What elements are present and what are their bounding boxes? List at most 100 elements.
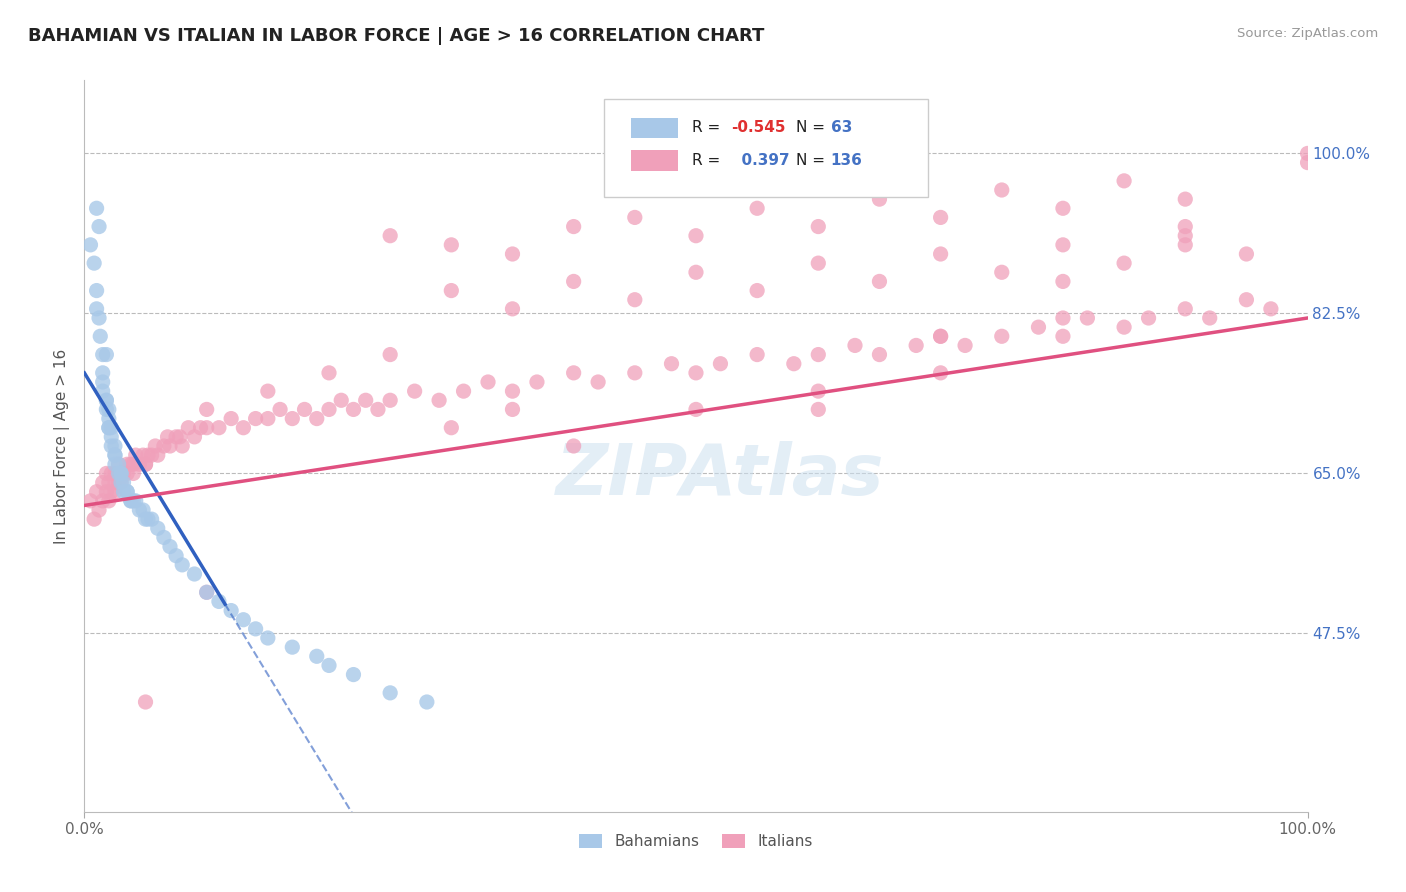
Point <box>1174 192 1197 206</box>
Point <box>367 402 389 417</box>
Point <box>195 585 218 599</box>
Point <box>1137 311 1160 326</box>
Point <box>135 512 157 526</box>
Point <box>1052 329 1074 343</box>
Point <box>624 211 647 225</box>
Point <box>342 402 364 417</box>
Point <box>136 448 159 462</box>
Point <box>257 384 280 399</box>
Text: R =: R = <box>692 120 725 136</box>
Point <box>153 530 176 544</box>
Point <box>869 275 891 289</box>
Point <box>120 494 142 508</box>
Point <box>135 457 157 471</box>
Point <box>1174 237 1197 252</box>
Text: 136: 136 <box>831 153 862 169</box>
Point <box>869 192 891 206</box>
Point <box>96 484 118 499</box>
Point <box>1028 320 1050 334</box>
Text: R =: R = <box>692 153 725 169</box>
Point <box>1296 155 1319 169</box>
Point <box>208 421 231 435</box>
Point <box>245 411 267 425</box>
Point <box>100 421 122 435</box>
Point <box>342 667 364 681</box>
Point <box>1114 174 1136 188</box>
Point <box>122 494 145 508</box>
Point <box>991 183 1014 197</box>
Point <box>112 467 135 481</box>
FancyBboxPatch shape <box>631 118 678 138</box>
Point <box>104 448 127 462</box>
Point <box>195 421 218 435</box>
Point <box>115 484 138 499</box>
Text: N =: N = <box>796 120 830 136</box>
Point <box>232 613 254 627</box>
Point <box>1236 293 1258 307</box>
Point <box>257 631 280 645</box>
Point <box>135 457 157 471</box>
Point <box>1052 202 1074 216</box>
Point <box>195 585 218 599</box>
Point <box>416 695 439 709</box>
Point <box>195 402 218 417</box>
Point <box>905 338 928 352</box>
Point <box>110 467 132 481</box>
Point <box>110 475 132 490</box>
Point <box>83 512 105 526</box>
Point <box>128 457 150 471</box>
Point <box>96 467 118 481</box>
Point <box>86 202 108 216</box>
Point <box>219 603 242 617</box>
Point <box>991 265 1014 279</box>
Point <box>1114 256 1136 270</box>
Text: 63: 63 <box>831 120 852 136</box>
Point <box>100 439 122 453</box>
Point <box>141 512 163 526</box>
Point <box>115 467 138 481</box>
Point <box>125 494 148 508</box>
Point <box>1174 228 1197 243</box>
Point <box>219 411 242 425</box>
Point <box>120 494 142 508</box>
Point <box>502 247 524 261</box>
Point <box>115 484 138 499</box>
Point <box>869 347 891 362</box>
Point <box>502 301 524 316</box>
Point <box>257 411 280 425</box>
Point <box>624 366 647 380</box>
Point <box>107 467 129 481</box>
Point <box>112 484 135 499</box>
Point <box>177 421 200 435</box>
Point <box>100 430 122 444</box>
Point <box>991 329 1014 343</box>
Point <box>107 457 129 471</box>
Point <box>79 237 101 252</box>
Point <box>100 467 122 481</box>
Point <box>86 301 108 316</box>
Point <box>165 430 187 444</box>
Point <box>807 384 830 399</box>
Point <box>146 521 169 535</box>
Point <box>141 448 163 462</box>
Point <box>122 467 145 481</box>
Point <box>172 558 194 572</box>
FancyBboxPatch shape <box>605 99 928 197</box>
Point <box>318 366 340 380</box>
Point <box>100 484 122 499</box>
Point <box>380 347 402 362</box>
Point <box>172 439 194 453</box>
Point <box>110 475 132 490</box>
Point <box>232 421 254 435</box>
Point <box>709 357 731 371</box>
Point <box>104 448 127 462</box>
Point <box>526 375 548 389</box>
Point <box>96 393 118 408</box>
Point <box>1052 275 1074 289</box>
Point <box>183 430 205 444</box>
Point <box>97 494 120 508</box>
Point <box>110 467 132 481</box>
Point <box>318 402 340 417</box>
Point <box>661 357 683 371</box>
Point <box>87 219 110 234</box>
